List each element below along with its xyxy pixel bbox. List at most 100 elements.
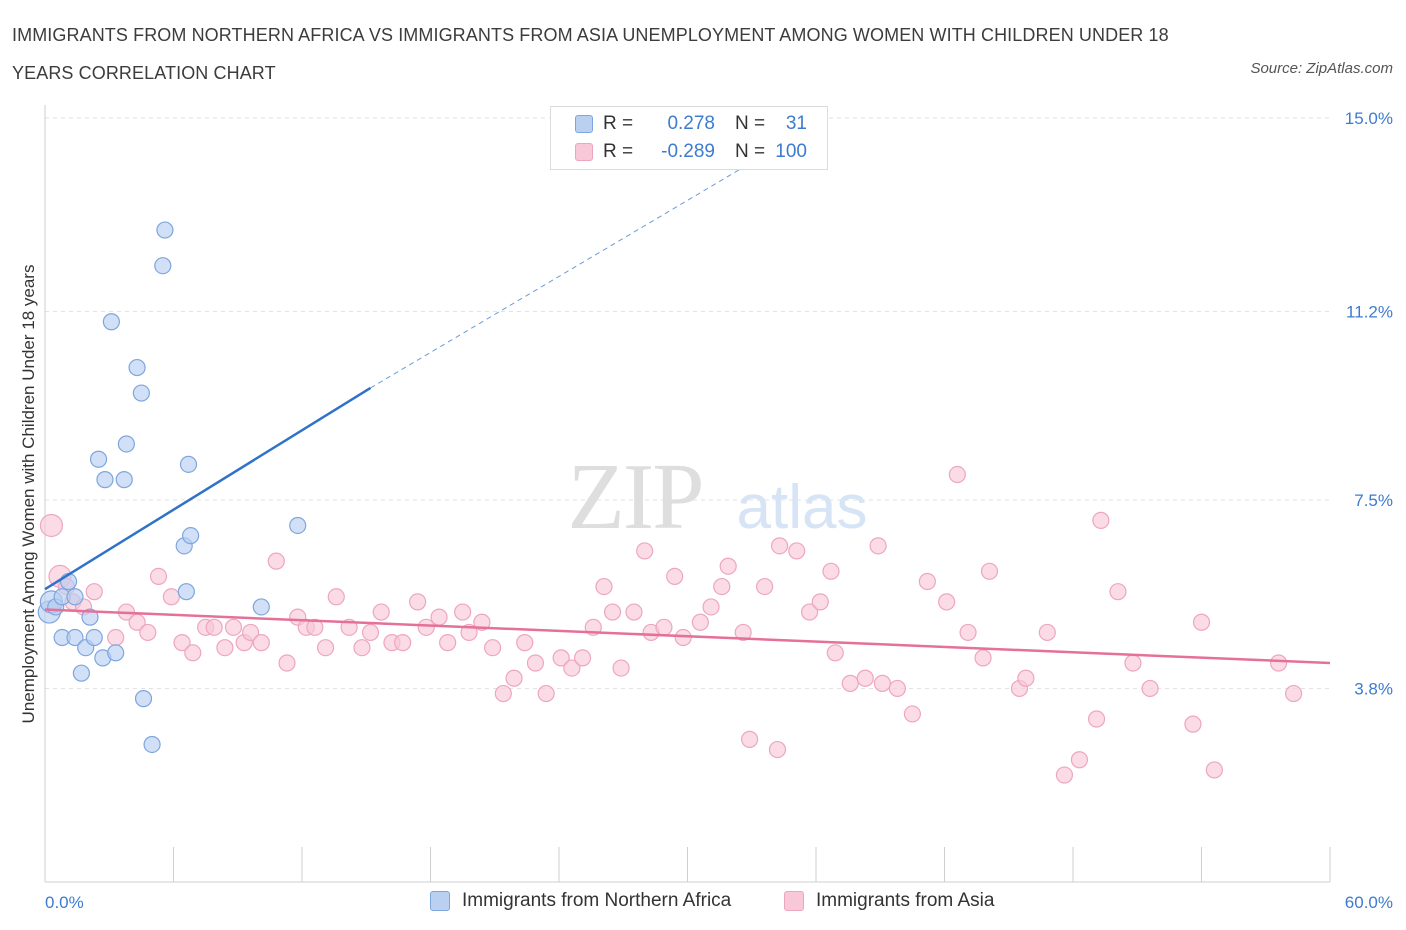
data-point [252, 634, 270, 652]
data-point [856, 669, 874, 687]
data-point [154, 257, 172, 275]
r-label: R = [603, 113, 634, 134]
series-immigrants-from-northern-africa [37, 221, 307, 754]
data-point [552, 649, 570, 667]
data-point [143, 735, 161, 754]
tick-labels: 3.8% 7.5% 11.2% 15.0% 0.0% 60.0% [45, 109, 1393, 912]
data-point [139, 623, 157, 642]
stats-row-northern-africa: R = 0.278 N = 31 [575, 111, 807, 137]
data-point [563, 659, 581, 677]
data-point [85, 628, 103, 647]
data-point [289, 516, 307, 535]
data-point [439, 634, 457, 652]
data-point [537, 684, 555, 703]
data-point [1192, 613, 1211, 631]
data-point [1038, 623, 1056, 642]
data-point [494, 684, 512, 703]
trend-lines [44, 117, 1331, 665]
data-point [505, 669, 523, 687]
data-point [595, 577, 613, 596]
data-point [107, 628, 125, 647]
data-point [394, 634, 412, 652]
data-point [66, 588, 84, 606]
data-point [741, 730, 759, 748]
data-point [811, 593, 829, 611]
data-point [888, 679, 906, 698]
data-point [316, 639, 335, 657]
data-point [327, 588, 345, 606]
r-value: 0.278 [667, 113, 715, 134]
data-point [666, 567, 684, 586]
data-point [184, 644, 202, 662]
data-point [918, 572, 936, 591]
series-immigrants-from-asia [39, 465, 1303, 784]
data-point [841, 674, 859, 692]
data-point [216, 639, 234, 657]
swatch-pink [575, 143, 593, 161]
data-point [107, 644, 125, 662]
chart-title: IMMIGRANTS FROM NORTHERN AFRICA VS IMMIG… [12, 25, 1169, 83]
data-point [417, 618, 435, 636]
stats-row-asia: R = -0.289 N = 100 [575, 139, 807, 165]
data-point [473, 613, 491, 631]
data-point [484, 639, 502, 657]
data-point [526, 654, 545, 672]
grid-lines [45, 117, 1330, 689]
data-point [1205, 761, 1223, 779]
data-point [1055, 766, 1074, 784]
legend-item-asia[interactable]: Immigrants from Asia [784, 890, 994, 912]
data-point [1284, 684, 1303, 703]
data-point [173, 634, 191, 652]
data-point [959, 623, 977, 642]
n-value: 100 [775, 141, 807, 162]
data-point [306, 618, 324, 636]
data-point [903, 705, 921, 723]
data-point [713, 577, 731, 596]
swatch-blue [575, 115, 593, 133]
data-point [242, 623, 260, 642]
data-point [205, 618, 223, 636]
y-tick-label: 7.5% [1354, 491, 1393, 510]
data-point [974, 649, 992, 667]
data-point [409, 593, 427, 611]
data-point [1141, 679, 1159, 698]
data-point [702, 598, 720, 616]
data-point [81, 608, 99, 626]
stats-legend: R = 0.278 N = 31 R = -0.289 N = 100 [550, 106, 828, 170]
y-tick-label: 3.8% [1354, 679, 1393, 698]
data-point [826, 644, 844, 662]
n-value: 31 [785, 113, 807, 134]
data-point [869, 537, 887, 555]
data-point [72, 664, 91, 682]
legend-item-northern-africa[interactable]: Immigrants from Northern Africa [430, 890, 731, 912]
data-point [132, 384, 150, 402]
y-axis-label: Unemployment Among Women with Children U… [19, 265, 38, 724]
x-tick-label: 0.0% [45, 893, 84, 912]
data-point [177, 583, 195, 601]
data-point [980, 562, 999, 580]
data-point [719, 557, 737, 575]
x-tick-label: 60.0% [1345, 893, 1393, 912]
data-point [361, 623, 380, 642]
n-label: N = [735, 141, 766, 162]
legend-swatch-pink [784, 891, 804, 911]
data-point [1269, 654, 1288, 672]
data-point [612, 659, 630, 677]
data-point [873, 674, 891, 692]
data-point [134, 690, 153, 708]
data-point [768, 740, 787, 759]
data-point [66, 628, 84, 647]
data-point [430, 608, 448, 626]
y-tick-label: 11.2% [1346, 303, 1393, 322]
data-point [1017, 669, 1035, 687]
r-value: -0.289 [661, 141, 715, 162]
data-point [1070, 751, 1089, 769]
trend-line-asia [44, 608, 1331, 665]
y-tick-label: 15.0% [1345, 109, 1393, 128]
data-point [267, 552, 285, 570]
data-point [948, 465, 966, 484]
data-point [655, 618, 673, 636]
data-point [938, 593, 956, 611]
data-point [573, 649, 592, 667]
data-point [454, 603, 472, 621]
